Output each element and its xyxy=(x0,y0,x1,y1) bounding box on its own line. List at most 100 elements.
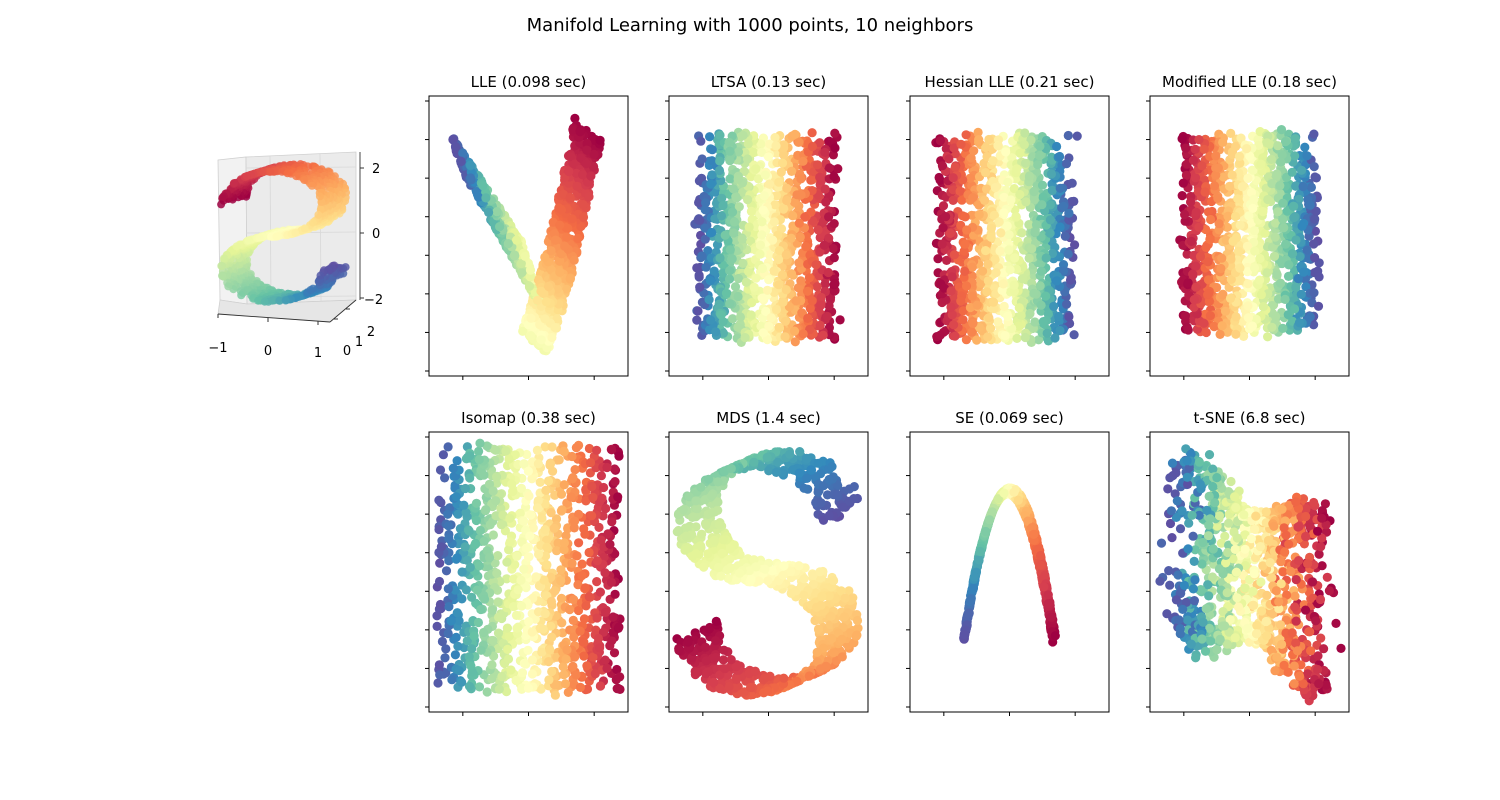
data-point xyxy=(944,154,954,164)
data-point xyxy=(692,263,702,273)
data-point xyxy=(550,323,560,333)
data-point xyxy=(1249,226,1260,236)
data-point xyxy=(1215,329,1225,339)
data-point xyxy=(958,315,968,325)
data-point xyxy=(741,277,751,287)
data-point xyxy=(550,235,561,245)
data-point xyxy=(555,267,565,277)
data-point xyxy=(1015,189,1025,200)
data-point xyxy=(1041,291,1051,301)
data-point xyxy=(956,139,966,149)
data-point xyxy=(945,228,956,238)
data-point xyxy=(1258,302,1268,312)
data-point xyxy=(1033,160,1043,170)
data-point xyxy=(811,260,821,270)
data-point xyxy=(731,192,741,202)
data-point xyxy=(1055,151,1065,162)
data-point xyxy=(949,250,960,260)
data-point xyxy=(743,195,753,205)
data-point xyxy=(281,296,290,305)
data-point xyxy=(946,302,956,312)
data-point xyxy=(807,296,817,306)
data-point xyxy=(308,181,316,190)
data-point xyxy=(972,300,982,310)
data-point xyxy=(1298,181,1308,192)
data-point xyxy=(937,161,948,171)
data-point xyxy=(819,240,829,250)
data-point xyxy=(821,197,831,207)
data-point xyxy=(796,174,806,184)
data-point xyxy=(729,217,740,227)
data-point xyxy=(1017,274,1027,284)
data-point xyxy=(1000,331,1010,341)
data-point xyxy=(746,206,757,216)
data-point xyxy=(984,313,994,323)
data-point xyxy=(820,184,830,194)
data-point xyxy=(478,181,488,191)
data-point xyxy=(1025,308,1035,319)
scurve-3d-axes: 2 0 −2 −1 0 1 0 1 2 xyxy=(208,151,383,361)
data-point xyxy=(520,251,530,261)
data-point xyxy=(762,285,773,295)
data-point xyxy=(532,295,543,305)
data-point xyxy=(707,227,717,238)
data-point xyxy=(777,158,788,168)
data-point xyxy=(706,315,716,325)
data-point xyxy=(830,143,840,153)
data-point xyxy=(536,286,546,296)
data-point xyxy=(725,156,735,166)
data-point xyxy=(950,331,960,341)
data-point xyxy=(1030,317,1040,327)
data-point xyxy=(1231,329,1241,339)
data-point xyxy=(982,287,992,297)
data-point xyxy=(802,286,813,296)
data-point xyxy=(820,147,830,157)
data-point xyxy=(300,176,309,184)
data-point xyxy=(781,250,791,260)
data-point xyxy=(981,246,991,256)
data-point xyxy=(935,136,946,146)
data-point xyxy=(1037,180,1048,190)
data-point xyxy=(1036,266,1046,276)
data-point xyxy=(1278,323,1288,333)
data-point xyxy=(218,272,227,281)
data-point xyxy=(740,333,750,343)
data-point xyxy=(735,312,746,322)
data-point xyxy=(1035,151,1045,161)
data-point xyxy=(798,329,808,339)
data-point xyxy=(747,298,757,308)
data-point xyxy=(780,316,791,326)
data-point xyxy=(1290,151,1300,161)
data-point xyxy=(999,208,1009,218)
data-point xyxy=(733,291,743,302)
x-tick-label: 0 xyxy=(264,344,272,359)
data-point xyxy=(1067,178,1077,188)
z-tick-label: 0 xyxy=(372,227,380,242)
data-point xyxy=(969,146,979,156)
data-point xyxy=(1015,148,1025,158)
data-point xyxy=(1255,253,1265,264)
data-point xyxy=(720,230,730,240)
data-point xyxy=(764,179,775,189)
data-point xyxy=(786,233,796,243)
data-point xyxy=(983,259,993,269)
data-point xyxy=(1231,141,1241,152)
panel-title: LLE (0.098 sec) xyxy=(471,73,587,91)
data-point xyxy=(995,246,1005,256)
data-point xyxy=(960,266,970,276)
data-point xyxy=(1003,311,1013,321)
data-point xyxy=(586,171,596,181)
data-point xyxy=(314,210,323,219)
data-point xyxy=(481,193,491,203)
data-point xyxy=(526,331,536,341)
data-point xyxy=(283,169,292,178)
data-point xyxy=(1029,187,1039,197)
data-point xyxy=(782,195,792,206)
data-point xyxy=(1012,164,1022,174)
data-point xyxy=(757,293,768,303)
data-point xyxy=(525,265,536,275)
data-point xyxy=(450,141,461,151)
data-point xyxy=(237,291,246,300)
data-point xyxy=(714,165,725,176)
data-point xyxy=(938,201,949,211)
